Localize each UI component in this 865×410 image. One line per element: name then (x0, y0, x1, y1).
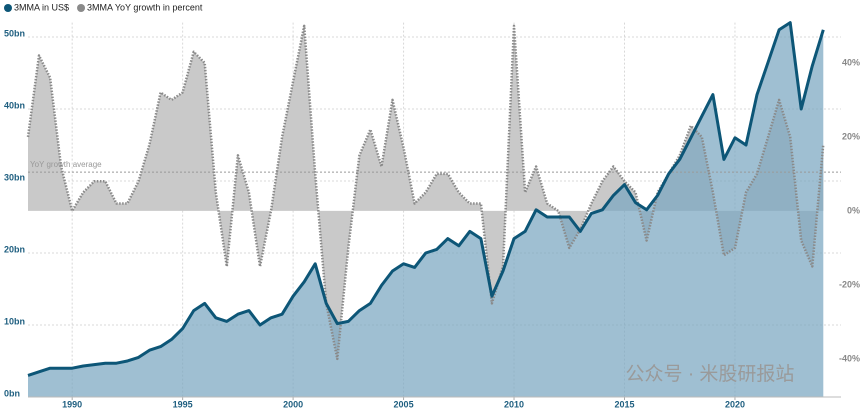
y-tick-label: 20bn (4, 244, 25, 254)
y-tick-label: 0bn (4, 388, 20, 398)
legend-marker (77, 4, 86, 12)
y2-tick-label: 40% (842, 57, 860, 67)
legend-label: 3MMA in US$ (14, 2, 69, 12)
legend: 3MMA in US$ 3MMA YoY growth in percent (4, 2, 203, 12)
y-tick-label: 40bn (4, 100, 25, 110)
legend-label: 3MMA YoY growth in percent (87, 2, 203, 12)
y2-tick-label: 0% (847, 205, 860, 215)
series-area (28, 22, 824, 397)
x-tick-label: 2000 (283, 399, 303, 409)
legend-marker (4, 4, 12, 12)
y-tick-label: 10bn (4, 316, 25, 326)
x-tick-label: 2010 (504, 399, 524, 409)
annotation: YoY growth average (30, 160, 102, 169)
y-tick-label: 50bn (4, 28, 25, 38)
y-tick-label: 30bn (4, 172, 25, 182)
series-line (27, 21, 825, 377)
y2-tick-label: -40% (839, 353, 860, 363)
x-tick-label: 1990 (62, 399, 82, 409)
x-tick-label: 1995 (173, 399, 193, 409)
x-tick-label: 2020 (725, 399, 745, 409)
x-tick-label: 2015 (614, 399, 634, 409)
watermark: 公众号 · 米股研报站 (626, 363, 795, 385)
x-tick-label: 2005 (394, 399, 414, 409)
y2-tick-label: -20% (839, 279, 860, 289)
y2-tick-label: 20% (842, 131, 860, 141)
